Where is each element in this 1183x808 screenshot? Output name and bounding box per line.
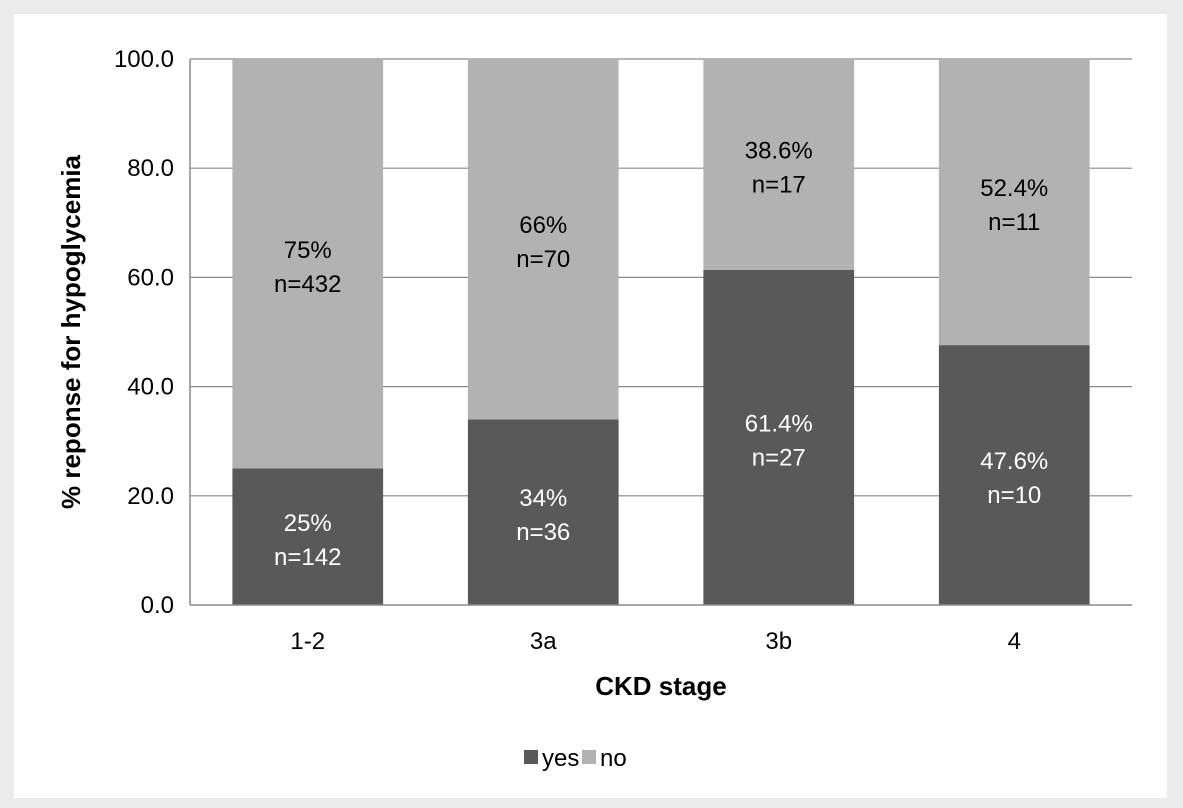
y-axis-title: % reponse for hypoglycemia [56, 154, 86, 509]
data-label-percent: 38.6% [745, 137, 813, 164]
x-tick-labels: 1-2 3a 3b 4 [290, 628, 1021, 655]
bar-segment-yes-1-2 [232, 468, 384, 605]
data-label-count: n=432 [274, 271, 341, 298]
chart-frame: 25% n=142 75% n=432 34% n=36 66% n=70 61.4% n=27 3… [14, 14, 1167, 798]
data-label-percent: 66% [519, 212, 567, 239]
y-tick-label: 80.0 [127, 155, 174, 182]
x-tick-label: 3b [765, 628, 792, 655]
data-label-count: n=10 [987, 482, 1041, 509]
bars [232, 59, 1090, 605]
bar-segment-yes-3a [467, 419, 619, 605]
y-tick-labels: 0.0 20.0 40.0 60.0 80.0 100.0 [114, 46, 174, 619]
legend-swatch-no [582, 750, 596, 764]
data-label-count: n=70 [516, 246, 570, 273]
data-label-percent: 34% [519, 485, 567, 512]
bar-labels: 25% n=142 75% n=432 34% n=36 66% n=70 61.4% n=27 3… [274, 137, 1048, 570]
legend-swatch-yes [524, 750, 538, 764]
legend-label-no: no [600, 745, 627, 772]
bar-segment-no-3b [703, 59, 855, 270]
bar-segment-yes-4 [938, 345, 1090, 605]
x-tick-label: 1-2 [290, 628, 325, 655]
bar-segment-no-1-2 [232, 59, 384, 469]
y-tick-label: 20.0 [127, 483, 174, 510]
stacked-bar-chart: 25% n=142 75% n=432 34% n=36 66% n=70 61.4% n=27 3… [56, 46, 1132, 772]
y-tick-label: 100.0 [114, 46, 174, 73]
y-tick-label: 40.0 [127, 374, 174, 401]
data-label-count: n=142 [274, 544, 341, 571]
data-label-count: n=27 [752, 444, 806, 471]
data-label-count: n=36 [516, 519, 570, 546]
data-label-percent: 61.4% [745, 410, 813, 437]
data-label-percent: 47.6% [980, 448, 1048, 475]
legend-label-yes: yes [542, 745, 579, 772]
x-tick-label: 4 [1008, 628, 1021, 655]
y-tick-label: 60.0 [127, 264, 174, 291]
data-label-count: n=17 [752, 171, 806, 198]
bar-segment-yes-3b [703, 269, 855, 605]
legend: yes no [524, 745, 627, 772]
data-label-percent: 75% [284, 237, 332, 264]
bar-segment-no-4 [938, 59, 1090, 346]
x-tick-label: 3a [530, 628, 557, 655]
data-label-percent: 25% [284, 510, 332, 537]
data-label-percent: 52.4% [980, 175, 1048, 202]
x-axis-title: CKD stage [595, 671, 726, 701]
data-label-count: n=11 [988, 209, 1040, 236]
y-tick-label: 0.0 [141, 592, 174, 619]
bar-segment-no-3a [467, 59, 619, 420]
axes [189, 59, 1132, 606]
